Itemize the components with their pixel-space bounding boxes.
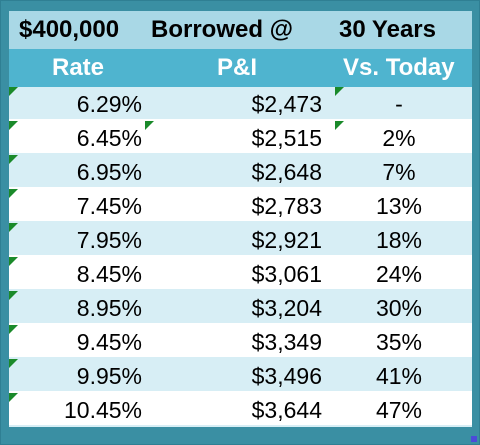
rate-cell[interactable]: 7.95% xyxy=(76,227,142,253)
vs-today-cell[interactable]: - xyxy=(395,91,403,117)
pi-cell[interactable]: $2,648 xyxy=(251,159,322,185)
column-header-pi: P&I xyxy=(217,54,258,81)
table-row[interactable]: 9.45% $3,349 35% xyxy=(9,325,472,359)
error-indicator-icon xyxy=(9,223,18,232)
rate-cell[interactable]: 9.95% xyxy=(76,363,142,389)
vs-today-cell[interactable]: 18% xyxy=(375,227,423,253)
column-header-vs-today: Vs. Today xyxy=(343,54,455,81)
table-row[interactable]: 6.95% $2,648 7% xyxy=(9,155,472,189)
pi-cell[interactable]: $2,473 xyxy=(251,91,322,117)
rate-cell[interactable]: 6.29% xyxy=(76,91,142,117)
error-indicator-icon xyxy=(145,121,154,130)
vs-today-cell[interactable]: 35% xyxy=(375,329,423,355)
error-indicator-icon xyxy=(9,87,18,96)
vs-today-cell[interactable]: 24% xyxy=(375,261,423,287)
rate-cell[interactable]: 9.45% xyxy=(76,329,142,355)
loan-term: 30 Years xyxy=(339,16,436,43)
pi-cell[interactable]: $3,496 xyxy=(251,363,322,389)
vs-today-cell[interactable]: 47% xyxy=(375,397,423,423)
vs-today-cell[interactable]: 7% xyxy=(382,159,416,185)
vs-today-cell[interactable]: 13% xyxy=(375,193,423,219)
borrowed-label: Borrowed @ xyxy=(151,16,294,43)
rate-cell[interactable]: 6.95% xyxy=(76,159,142,185)
error-indicator-icon xyxy=(9,155,18,164)
rate-cell[interactable]: 8.95% xyxy=(76,295,142,321)
loan-amount: $400,000 xyxy=(19,16,120,43)
error-indicator-icon xyxy=(9,257,18,266)
error-indicator-icon xyxy=(335,87,344,96)
vs-today-cell[interactable]: 41% xyxy=(375,363,423,389)
table-row[interactable]: 6.45% $2,515 2% xyxy=(9,121,472,155)
vs-today-cell[interactable]: 2% xyxy=(382,125,416,151)
table-row[interactable]: 9.95% $3,496 41% xyxy=(9,359,472,393)
rate-cell[interactable]: 8.45% xyxy=(76,261,142,287)
table-body: 6.29% $2,473 - 6.45% $2,515 2% 6.95% $2,… xyxy=(9,87,472,427)
column-header-rate: Rate xyxy=(52,54,105,81)
pi-cell[interactable]: $3,644 xyxy=(251,397,322,423)
error-indicator-icon xyxy=(9,393,18,402)
resize-handle[interactable] xyxy=(471,436,477,442)
pi-cell[interactable]: $3,061 xyxy=(251,261,322,287)
pi-cell[interactable]: $3,204 xyxy=(251,295,322,321)
pi-cell[interactable]: $2,515 xyxy=(251,125,322,151)
pi-cell[interactable]: $2,921 xyxy=(251,227,322,253)
table-row[interactable]: 6.29% $2,473 - xyxy=(9,87,472,121)
error-indicator-icon xyxy=(9,189,18,198)
rate-cell[interactable]: 6.45% xyxy=(76,125,142,151)
error-indicator-icon xyxy=(9,291,18,300)
error-indicator-icon xyxy=(335,121,344,130)
table-row[interactable]: 10.45% $3,644 47% xyxy=(9,393,472,427)
title-row: $400,000 Borrowed @ 30 Years xyxy=(9,11,472,49)
pi-cell[interactable]: $3,349 xyxy=(251,329,322,355)
error-indicator-icon xyxy=(9,121,18,130)
vs-today-cell[interactable]: 30% xyxy=(375,295,423,321)
error-indicator-icon xyxy=(9,325,18,334)
table-row[interactable]: 7.95% $2,921 18% xyxy=(9,223,472,257)
rate-cell[interactable]: 10.45% xyxy=(63,397,142,423)
table-row[interactable]: 8.45% $3,061 24% xyxy=(9,257,472,291)
pi-cell[interactable]: $2,783 xyxy=(251,193,322,219)
error-indicator-icon xyxy=(9,359,18,368)
column-header-row: Rate P&I Vs. Today xyxy=(9,49,472,87)
table-row[interactable]: 7.45% $2,783 13% xyxy=(9,189,472,223)
table-row[interactable]: 8.95% $3,204 30% xyxy=(9,291,472,325)
rate-cell[interactable]: 7.45% xyxy=(76,193,142,219)
